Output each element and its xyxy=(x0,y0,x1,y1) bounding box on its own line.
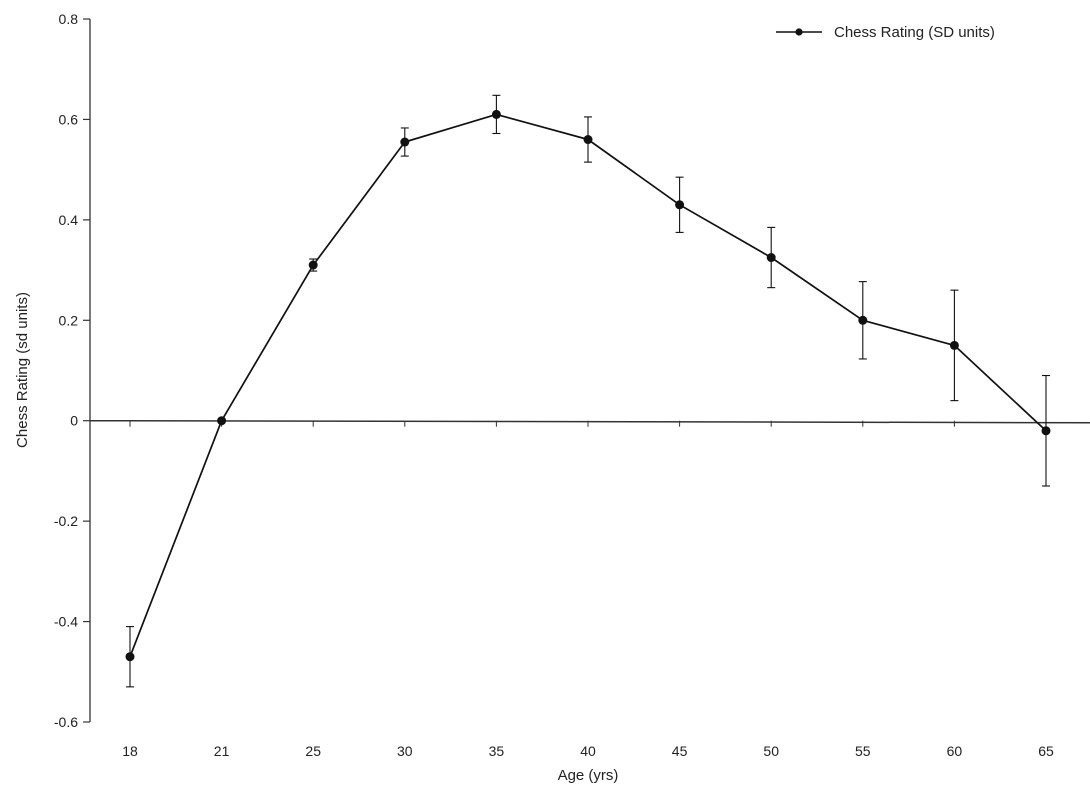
data-point xyxy=(949,340,959,350)
data-point xyxy=(308,260,318,270)
x-tick-label: 55 xyxy=(855,743,871,759)
data-point xyxy=(217,416,227,426)
y-tick-label: 0.4 xyxy=(59,212,79,228)
x-tick-label: 40 xyxy=(580,743,596,759)
x-tick-label: 18 xyxy=(122,743,138,759)
x-tick-label: 30 xyxy=(397,743,413,759)
x-tick-label: 45 xyxy=(672,743,688,759)
data-point xyxy=(1041,426,1051,436)
data-point xyxy=(675,200,685,210)
x-tick-label: 25 xyxy=(305,743,321,759)
y-axis-title: Chess Rating (sd units) xyxy=(14,292,31,448)
x-tick-label: 21 xyxy=(214,743,230,759)
data-point xyxy=(583,135,593,145)
data-point xyxy=(766,253,776,263)
y-tick-label: 0.2 xyxy=(59,312,79,328)
series-line xyxy=(129,113,1047,658)
x-axis-title: Age (yrs) xyxy=(558,767,619,784)
y-tick-label: 0 xyxy=(70,413,78,429)
x-tick-label: 50 xyxy=(763,743,779,759)
y-tick-label: -0.6 xyxy=(54,714,78,730)
data-point xyxy=(125,652,135,662)
y-tick-label: -0.2 xyxy=(54,513,78,529)
axes-layer xyxy=(89,19,1090,722)
y-tick-label: 0.8 xyxy=(59,11,79,27)
legend-marker xyxy=(795,28,803,36)
y-tick-label: -0.4 xyxy=(54,614,78,630)
legend: Chess Rating (SD units) xyxy=(776,24,995,41)
zero-baseline xyxy=(89,419,1090,424)
y-tick-label: 0.6 xyxy=(59,111,79,127)
x-tick-label: 60 xyxy=(947,743,963,759)
data-point xyxy=(491,109,501,119)
x-tick-label: 35 xyxy=(489,743,505,759)
data-point xyxy=(858,315,868,325)
ticks-layer: -0.6 -0.4 -0.2 0 0.2 0.4 0.6 0.8 18 21 25 30 35 40 45 5… xyxy=(54,11,1054,759)
series-layer xyxy=(125,94,1051,688)
data-point xyxy=(400,137,410,147)
x-tick-label: 65 xyxy=(1038,743,1054,759)
legend-label: Chess Rating (SD units) xyxy=(834,24,995,41)
